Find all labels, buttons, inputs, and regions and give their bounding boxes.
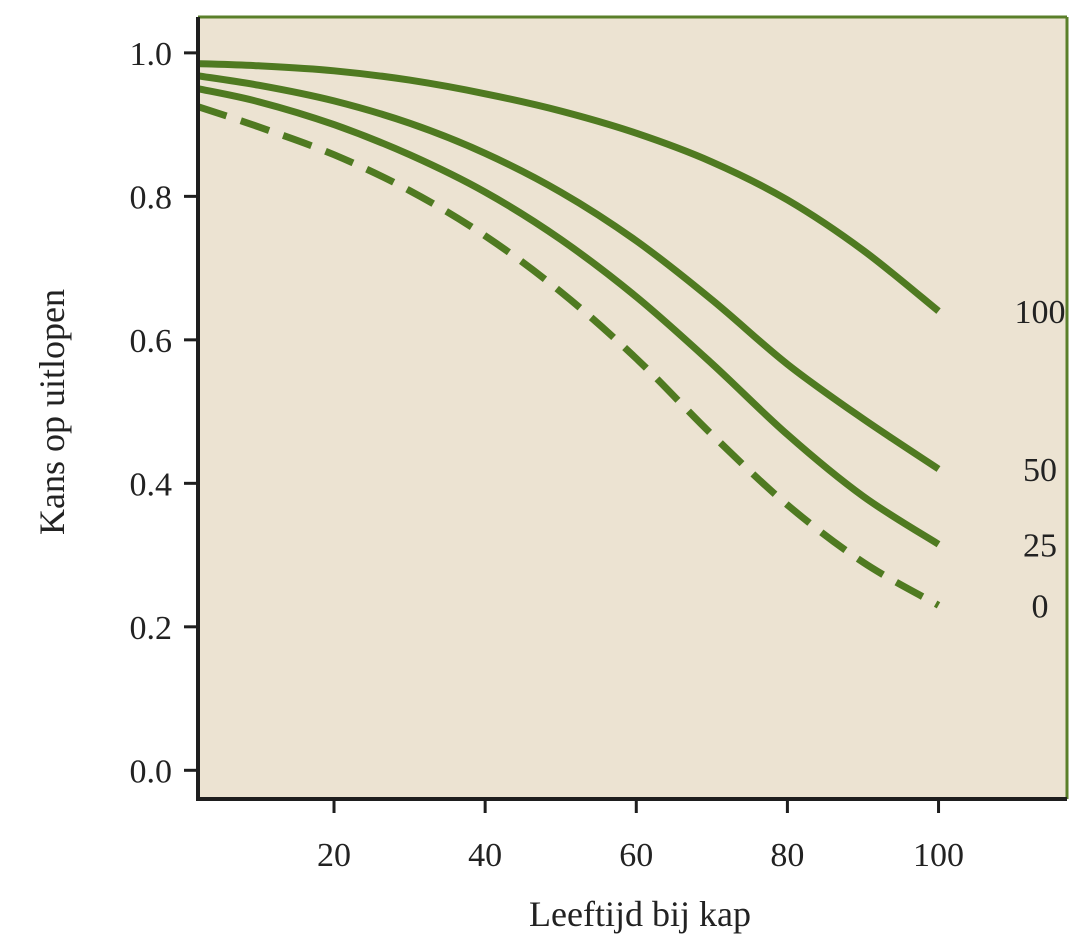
x-tick-label: 40 (468, 837, 502, 874)
y-tick-label: 1.0 (130, 36, 173, 73)
series-layer (196, 60, 941, 609)
y-axis-title: Kans op uitlopen (32, 289, 72, 535)
x-axis-title: Leeftijd bij kap (529, 894, 751, 934)
series-label-50: 50 (1023, 452, 1057, 489)
plot-area (198, 17, 1067, 799)
x-tick-label: 60 (619, 837, 653, 874)
labels-layer: 100 50 25 0 20 40 60 80 100 0.0 0.2 0.4 0.6 0.8 1.0 (130, 36, 1066, 874)
series-label-100: 100 (1015, 294, 1066, 331)
series-line-100 (197, 60, 941, 314)
x-tick-label: 100 (913, 837, 964, 874)
y-tick-label: 0.4 (130, 466, 173, 503)
series-line-0 (196, 103, 941, 609)
axes-layer (184, 15, 1069, 813)
y-tick-label: 0.6 (130, 323, 173, 360)
series-line-25 (197, 85, 941, 548)
series-line-50 (197, 72, 941, 472)
x-tick-label: 80 (770, 837, 804, 874)
x-tick-label: 20 (317, 837, 351, 874)
series-label-25: 25 (1023, 527, 1057, 564)
y-tick-label: 0.2 (130, 610, 173, 647)
y-tick-label: 0.0 (130, 753, 173, 790)
y-tick-label: 0.8 (130, 179, 173, 216)
series-label-0: 0 (1032, 588, 1049, 625)
